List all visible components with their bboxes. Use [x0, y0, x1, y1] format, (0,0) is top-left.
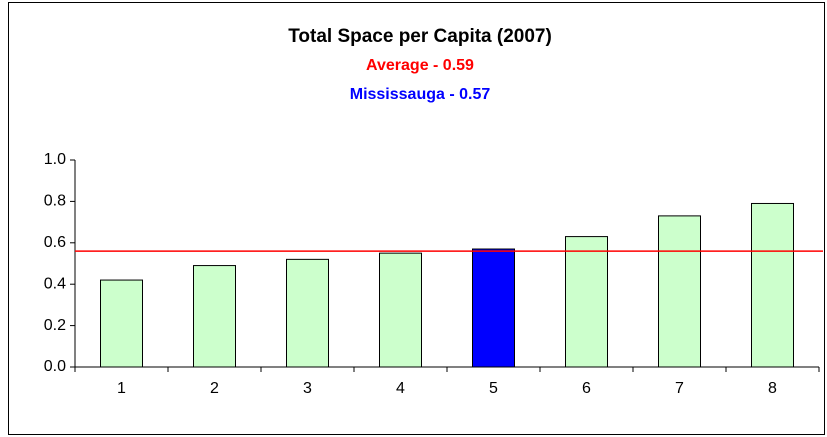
x-tick-label: 1 [117, 380, 126, 397]
x-tick-label: 7 [675, 380, 684, 397]
bar [193, 265, 236, 368]
x-tick-label: 4 [396, 380, 405, 397]
bar [100, 279, 143, 368]
bar [658, 215, 701, 368]
x-tick-label: 8 [768, 380, 777, 397]
y-tick-label: 0.0 [44, 358, 66, 375]
x-tick-label: 2 [210, 380, 219, 397]
bar [565, 236, 608, 368]
x-tick-label: 3 [303, 380, 312, 397]
y-tick-label: 0.4 [44, 275, 66, 292]
y-tick-label: 0.6 [44, 234, 66, 251]
y-tick-label: 0.8 [44, 193, 66, 210]
chart-title: Total Space per Capita (2007) [288, 26, 552, 47]
chart-subtitle: Average - 0.59 [366, 57, 474, 74]
x-tick-label: 5 [489, 380, 498, 397]
chart-subtitle: Mississauga - 0.57 [350, 86, 491, 103]
bar [751, 202, 794, 368]
bar [286, 258, 329, 368]
y-tick-label: 1.0 [44, 151, 66, 168]
bar [379, 252, 422, 368]
x-tick-label: 6 [582, 380, 591, 397]
y-tick-label: 0.2 [44, 317, 66, 334]
bar [472, 248, 515, 368]
